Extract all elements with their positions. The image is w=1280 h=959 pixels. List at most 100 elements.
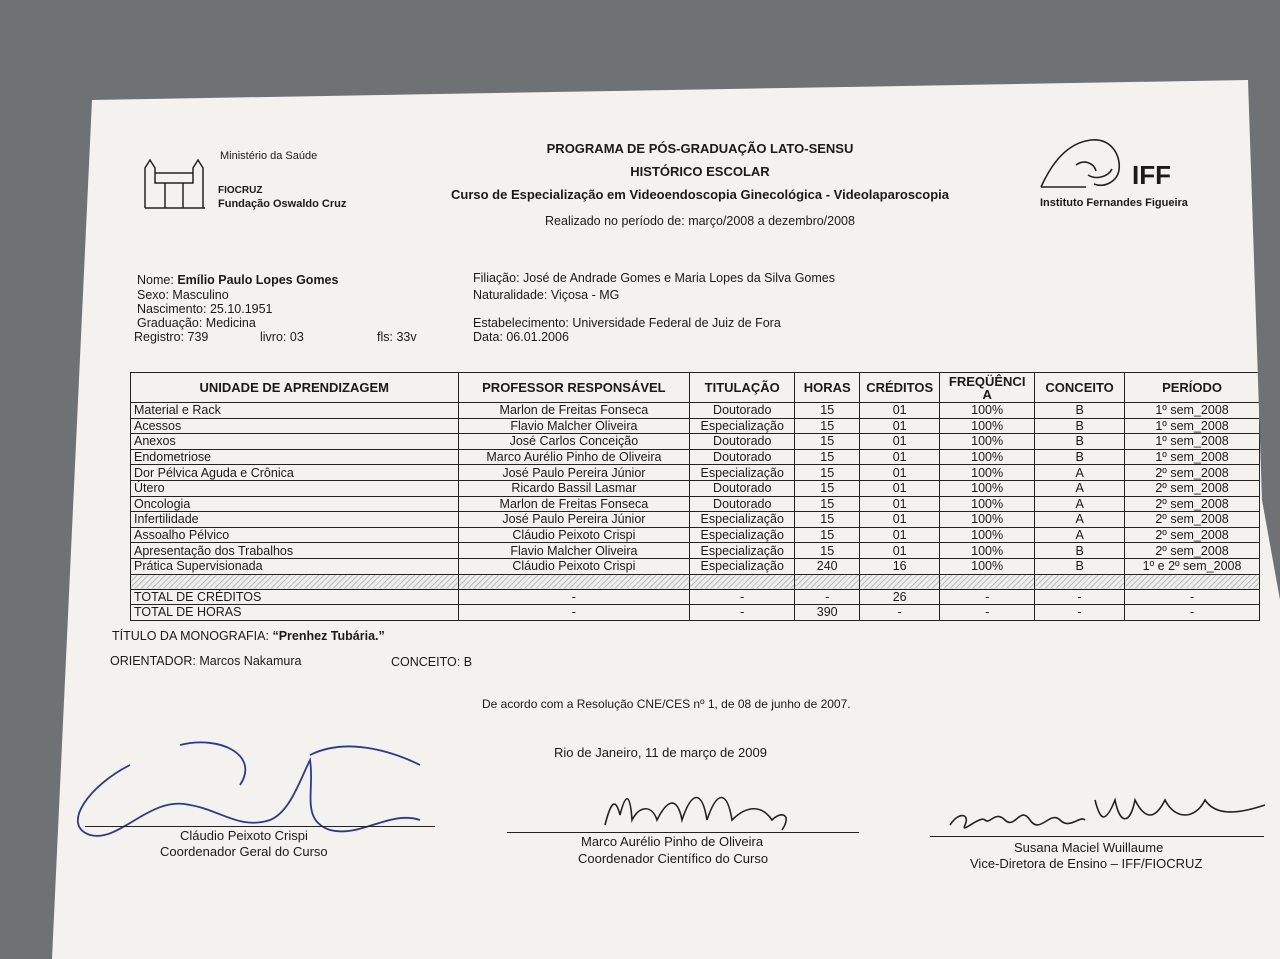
hatched-cell: [457, 573, 691, 590]
column-header: PERÍODO: [1124, 372, 1260, 403]
table-cell: 1º sem_2008: [1124, 433, 1260, 450]
monograph-label: TÍTULO DA MONOGRAFIA:: [112, 629, 269, 643]
table-cell: Marco Aurélio Pinho de Oliveira: [457, 448, 691, 466]
table-cell: 2º sem_2008: [1124, 479, 1260, 497]
estabelecimento: Estabelecimento: Universidade Federal de…: [473, 316, 781, 330]
table-cell: A: [1034, 479, 1126, 497]
table-cell: 100%: [939, 495, 1036, 513]
table-cell: 100%: [939, 557, 1036, 575]
table-cell: 16: [859, 557, 941, 575]
filiacao: Filiação: José de Andrade Gomes e Maria …: [473, 271, 835, 285]
table-row: Prática Supervisionada Cláudio Peixoto Cr…: [130, 557, 1260, 575]
table-cell: Doutorado: [689, 479, 796, 497]
table-cell: 100%: [939, 402, 1036, 419]
course-period: Realizado no período de: março/2008 a de…: [545, 214, 855, 228]
table-cell: Especialização: [689, 557, 796, 575]
table-cell: 100%: [939, 448, 1036, 466]
signature-crispi: [77, 741, 421, 837]
ministry: Ministério da Saúde: [220, 150, 318, 162]
table-cell: 2º sem_2008: [1124, 495, 1260, 513]
table-cell: 15: [794, 542, 861, 559]
table-cell: 100%: [939, 464, 1036, 481]
table-row: Oncologia Marlon de Freitas Fonseca Doutor…: [130, 495, 1260, 513]
table-cell: Ricardo Bassil Lasmar: [457, 479, 691, 497]
hatched-cell: [794, 573, 861, 590]
signature-line-1: [85, 826, 435, 827]
table-row: Dor Pélvica Aguda e Crônica José Paulo Pe…: [130, 464, 1260, 481]
table-cell: 01: [859, 433, 941, 450]
livro: livro: 03: [260, 330, 304, 344]
iff-full: Instituto Fernandes Figueira: [1040, 197, 1188, 209]
table-cell: -: [939, 588, 1036, 606]
table-cell: 01: [859, 511, 941, 528]
table-cell: 01: [859, 464, 941, 481]
table-cell: 15: [794, 417, 861, 435]
table-cell: -: [457, 604, 691, 621]
table-cell: A: [1034, 495, 1126, 513]
fls: fls: 33v: [377, 330, 417, 344]
table-cell: 2º sem_2008: [1124, 542, 1260, 559]
signer-1-name: Cláudio Peixoto Crispi: [180, 828, 308, 843]
table-cell: 01: [859, 479, 941, 497]
document-title: HISTÓRICO ESCOLAR: [630, 164, 770, 179]
column-header: PROFESSOR RESPONSÁVEL: [457, 372, 691, 403]
table-cell: -: [457, 588, 691, 606]
grades-table: UNIDADE DE APRENDIZAGEM PROFESSOR RESPONS…: [130, 372, 1260, 621]
table-cell: 15: [794, 495, 861, 513]
table-cell: B: [1034, 448, 1126, 466]
table-cell: 1º sem_2008: [1124, 448, 1260, 466]
table-cell: Marlon de Freitas Fonseca: [457, 402, 691, 419]
table-cell: Dor Pélvica Aguda e Crônica: [130, 464, 459, 481]
table-cell: -: [859, 604, 941, 621]
monograph-title: “Prenhez Tubária.”: [272, 629, 385, 643]
resolution-note: De acordo com a Resolução CNE/CES nº 1, …: [482, 697, 851, 711]
table-cell: -: [794, 588, 861, 606]
table-cell: Especialização: [689, 464, 796, 481]
signer-3-name: Susana Maciel Wuillaume: [1014, 840, 1164, 855]
hatched-cell: [859, 573, 941, 590]
table-cell: José Carlos Conceição: [457, 433, 691, 450]
fiocruz: FIOCRUZ: [218, 185, 263, 196]
table-cell: José Paulo Pereira Júnior: [457, 464, 691, 481]
signer-2-name: Marco Aurélio Pinho de Oliveira: [581, 834, 764, 849]
column-header: CRÉDITOS: [859, 372, 941, 403]
table-cell: 1º e 2º sem_2008: [1124, 557, 1260, 575]
table-row: Apresentação dos Trabalhos Flavio Malcher…: [130, 542, 1260, 559]
iff-logo: [1040, 139, 1120, 188]
table-cell: Cláudio Peixoto Crispi: [457, 557, 691, 575]
table-cell: -: [689, 604, 796, 621]
registro: Registro: 739: [134, 330, 209, 344]
signer-3-role: Vice-Diretora de Ensino – IFF/FIOCRUZ: [970, 856, 1203, 871]
table-cell: -: [1034, 588, 1126, 606]
table-row: Acessos Flavio Malcher Oliveira Especializ…: [130, 417, 1260, 435]
table-cell: 01: [859, 526, 941, 544]
table-cell: A: [1034, 464, 1126, 481]
table-cell: -: [939, 604, 1036, 621]
table-cell: B: [1034, 542, 1126, 559]
table-cell: 15: [794, 479, 861, 497]
name-label: Nome:: [137, 273, 174, 287]
column-header: HORAS: [794, 372, 861, 403]
table-cell: Material e Rack: [130, 402, 459, 419]
table-cell: 1º sem_2008: [1124, 417, 1260, 435]
table-cell: 2º sem_2008: [1124, 526, 1260, 544]
table-cell: 15: [794, 526, 861, 544]
table-cell: 15: [794, 464, 861, 481]
table-cell: 26: [859, 588, 941, 606]
student-birth: Nascimento: 25.10.1951: [137, 302, 273, 316]
signer-1-role: Coordenador Geral do Curso: [160, 844, 328, 859]
table-cell: Útero: [130, 479, 459, 497]
table-cell: Especialização: [689, 542, 796, 559]
table-cell: Oncologia: [130, 495, 459, 513]
table-cell: 100%: [939, 417, 1036, 435]
table-cell: Doutorado: [689, 433, 796, 450]
table-cell: 100%: [939, 511, 1036, 528]
table-cell: B: [1034, 433, 1126, 450]
table-cell: Infertilidade: [130, 511, 459, 528]
table-cell: 100%: [939, 526, 1036, 544]
table-cell: -: [1124, 588, 1260, 606]
table-row: Infertilidade José Paulo Pereira Júnior Es…: [130, 511, 1260, 528]
table-row: Material e Rack Marlon de Freitas Fonseca…: [130, 402, 1260, 419]
table-cell: Doutorado: [689, 448, 796, 466]
signature-wuillaume: [949, 797, 1266, 829]
